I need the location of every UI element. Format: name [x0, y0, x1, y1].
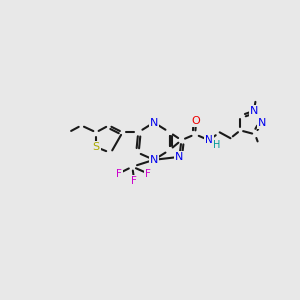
Text: O: O [192, 116, 200, 126]
Text: F: F [131, 176, 137, 186]
Text: F: F [116, 169, 122, 178]
Text: H: H [213, 140, 220, 150]
Text: N: N [150, 118, 158, 128]
Text: N: N [258, 118, 266, 128]
Text: N: N [150, 155, 158, 165]
Text: F: F [145, 169, 151, 178]
Text: N: N [175, 152, 184, 162]
Text: S: S [92, 142, 100, 152]
Text: N: N [250, 106, 258, 116]
Text: N: N [205, 135, 213, 145]
